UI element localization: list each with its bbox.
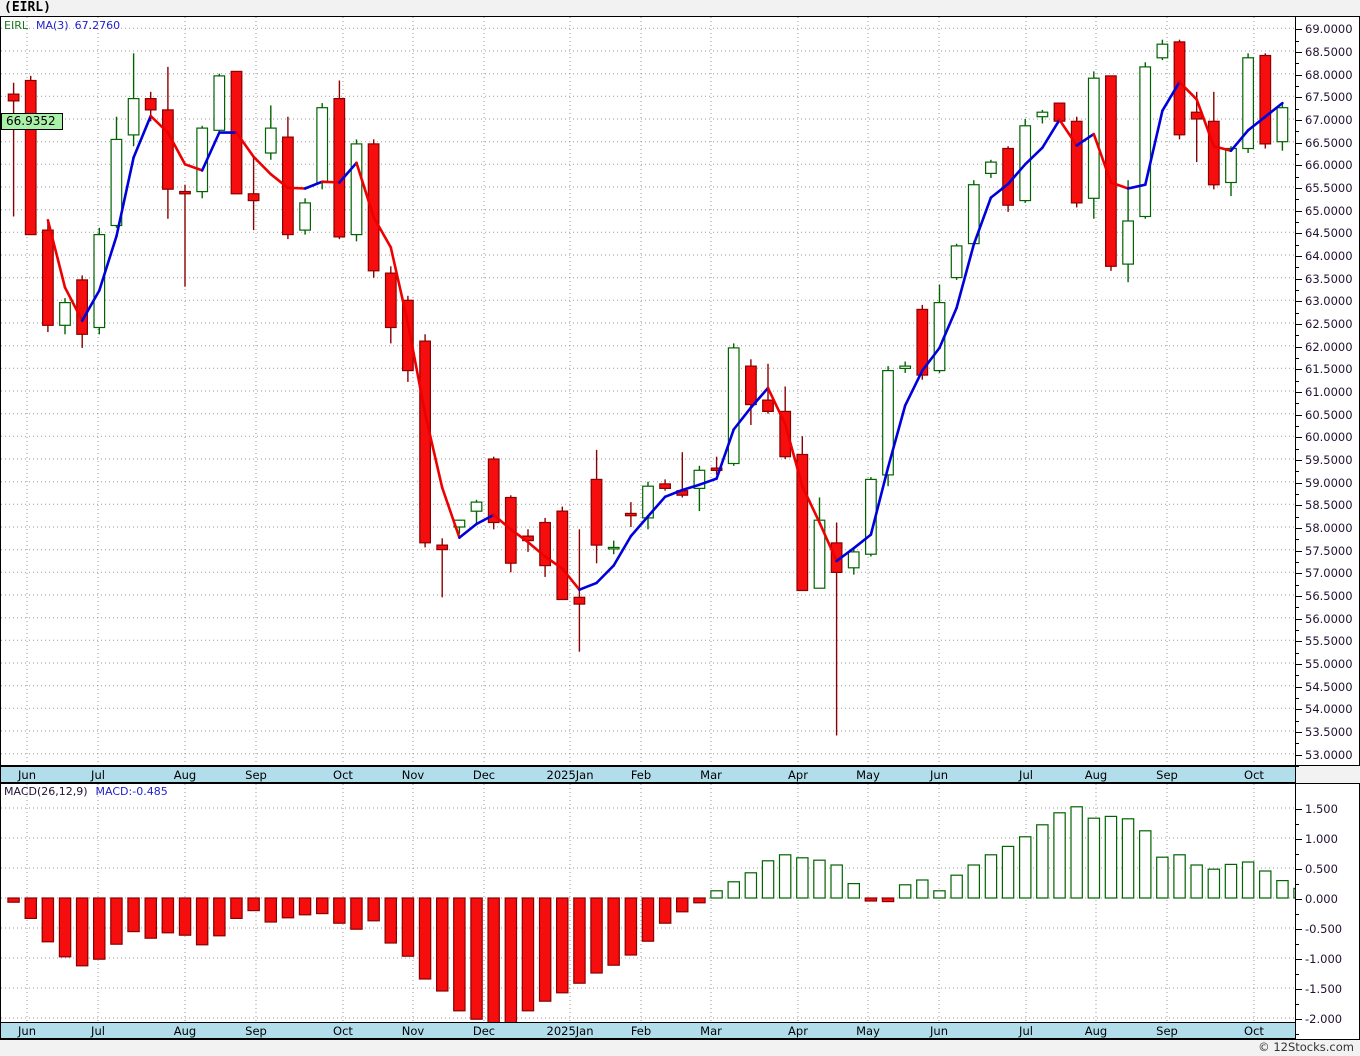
price-axis-label: 62.5000: [1305, 317, 1353, 331]
macd-axis-label: 0.000: [1305, 892, 1338, 906]
x-axis-label: Aug: [1084, 768, 1108, 782]
footer: © 12Stocks.com: [0, 1040, 1360, 1056]
price-axis-label: 66.0000: [1305, 158, 1353, 173]
x-axis-label: Dec: [472, 768, 496, 782]
price-axis: 69.0000 68.5000 68.0000 67.5000 67.0000 66.50…: [1296, 16, 1360, 767]
macd-legend-value: MACD:-0.485: [95, 785, 168, 798]
macd-chart-legend: MACD(26,12,9) MACD:-0.485: [4, 785, 168, 798]
current-price-badge: 66.9352: [1, 112, 63, 130]
macd-axis-label: -2.000: [1305, 1012, 1343, 1026]
price-axis-label: 56.5000: [1305, 589, 1353, 603]
x-axis-label: Jun: [930, 768, 948, 782]
price-axis-label: 65.0000: [1305, 203, 1353, 218]
price-axis-label: 61.0000: [1305, 385, 1353, 399]
x-axis-label: Nov: [401, 1024, 425, 1038]
x-axis-label: Oct: [333, 768, 353, 782]
price-axis-label: 64.0000: [1305, 249, 1353, 263]
x-axis-label: Apr: [788, 1024, 808, 1038]
price-axis-label: 61.5000: [1305, 362, 1353, 377]
price-x-axis-band: Jun Jul Aug Sep Oct Nov Dec 2025Jan Feb Mar Apr May…: [0, 766, 1296, 783]
price-axis-label: 63.0000: [1305, 294, 1353, 309]
x-axis-label: Oct: [1244, 1024, 1264, 1038]
price-axis-label: 53.5000: [1305, 725, 1353, 739]
price-axis-label: 56.0000: [1305, 611, 1353, 626]
legend-symbol: EIRL: [4, 19, 28, 32]
price-axis-label: 67.5000: [1305, 90, 1353, 105]
x-axis-label: Aug: [1084, 1024, 1108, 1038]
macd-legend-name: MACD(26,12,9): [4, 785, 88, 798]
x-axis-label: Sep: [1156, 768, 1178, 782]
price-chart-legend: EIRL MA(3) 67.2760: [4, 19, 120, 32]
x-axis-label: Sep: [1156, 1024, 1178, 1038]
macd-x-axis-band: Jun Jul Aug Sep Oct Nov Dec 2025Jan Feb Mar Apr May…: [0, 1022, 1296, 1039]
x-axis-label: Nov: [401, 768, 425, 782]
x-axis-label: Apr: [788, 768, 808, 782]
x-axis-label: May: [856, 768, 880, 782]
x-axis-label: Jul: [1019, 768, 1033, 782]
legend-ma-value: 67.2760: [74, 19, 121, 32]
price-axis-label: 60.0000: [1305, 430, 1353, 445]
macd-axis: 1.500 1.000 0.500 0.000 -0.500 -1.000 -1.500 -2…: [1296, 783, 1360, 1040]
macd-axis-label: 1.500: [1305, 802, 1338, 816]
x-axis-label: Jun: [18, 768, 36, 782]
price-axis-label: 53.0000: [1305, 747, 1353, 762]
macd-axis-label: 0.500: [1305, 862, 1338, 876]
price-axis-label: 69.0000: [1305, 22, 1353, 37]
x-axis-label: Aug: [173, 768, 197, 782]
price-axis-label: 57.5000: [1305, 543, 1353, 558]
price-axis-label: 55.5000: [1305, 634, 1353, 649]
x-axis-label: Jul: [1019, 1024, 1033, 1038]
x-axis-label: Oct: [1244, 768, 1264, 782]
price-axis-label: 68.5000: [1305, 45, 1353, 59]
price-chart-panel[interactable]: EIRL MA(3) 67.2760: [0, 16, 1296, 766]
price-axis-label: 68.0000: [1305, 67, 1353, 82]
window-title-bar: (EIRL): [0, 0, 1360, 16]
x-axis-label: Aug: [173, 1024, 197, 1038]
macd-axis-label: -1.500: [1305, 982, 1343, 996]
price-axis-label: 62.0000: [1305, 339, 1353, 354]
price-axis-label: 59.0000: [1305, 475, 1353, 490]
copyright-label: © 12Stocks.com: [1258, 1040, 1354, 1054]
x-axis-label: Oct: [333, 1024, 353, 1038]
price-axis-label: 60.5000: [1305, 407, 1353, 422]
price-candlestick-svg: [1, 17, 1295, 765]
price-axis-label: 55.0000: [1305, 657, 1353, 671]
x-axis-label: Sep: [245, 768, 267, 782]
price-axis-label: 66.5000: [1305, 135, 1353, 150]
x-axis-label: Feb: [630, 768, 652, 782]
x-axis-label: Dec: [472, 1024, 496, 1038]
legend-ma-label: MA(3): [35, 19, 69, 32]
macd-axis-label: 1.000: [1305, 832, 1338, 846]
x-axis-label: Mar: [700, 768, 722, 782]
x-axis-label: Jul: [91, 768, 105, 782]
x-axis-label: Feb: [630, 1024, 652, 1038]
price-axis-label: 65.5000: [1305, 181, 1353, 195]
macd-histogram-svg: [1, 784, 1295, 1039]
x-axis-label: 2025Jan: [546, 1024, 594, 1038]
macd-axis-label: -0.500: [1305, 922, 1343, 936]
price-axis-label: 54.0000: [1305, 702, 1353, 717]
x-axis-label: Jun: [930, 1024, 948, 1038]
price-axis-label: 57.0000: [1305, 566, 1353, 581]
macd-chart-panel[interactable]: MACD(26,12,9) MACD:-0.485: [0, 783, 1296, 1040]
price-axis-label: 67.0000: [1305, 113, 1353, 127]
macd-axis-label: -1.000: [1305, 952, 1343, 966]
price-axis-label: 63.5000: [1305, 271, 1353, 286]
price-axis-label: 59.5000: [1305, 453, 1353, 467]
x-axis-label: May: [856, 1024, 880, 1038]
price-axis-label: 58.5000: [1305, 498, 1353, 513]
x-axis-label: Sep: [245, 1024, 267, 1038]
price-axis-label: 64.5000: [1305, 226, 1353, 241]
x-axis-label: 2025Jan: [546, 768, 594, 782]
x-axis-label: Jun: [18, 1024, 36, 1038]
page-title: (EIRL): [4, 0, 51, 15]
price-axis-label: 54.5000: [1305, 679, 1353, 694]
x-axis-label: Jul: [91, 1024, 105, 1038]
x-axis-label: Mar: [700, 1024, 722, 1038]
price-axis-label: 58.0000: [1305, 521, 1353, 535]
